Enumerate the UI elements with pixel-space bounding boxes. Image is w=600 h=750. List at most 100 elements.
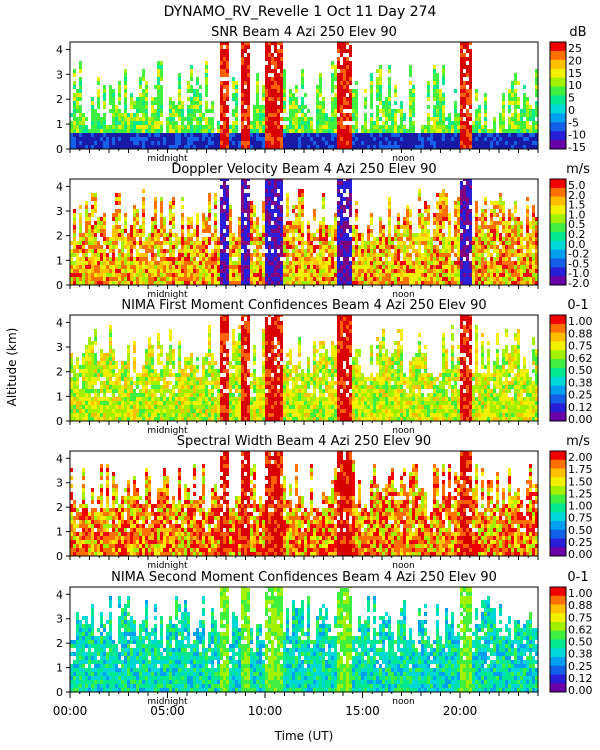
colorbar-label: 1.75	[568, 463, 593, 476]
colorbar-segment	[550, 59, 566, 70]
colorbar-label: -2.0	[568, 277, 589, 290]
x-tick-label: 05:00	[150, 704, 185, 718]
colorbar-segment	[550, 232, 566, 242]
y-tick-label: 1	[56, 390, 63, 403]
y-tick-label: 0	[56, 143, 63, 156]
colorbar-label: 0.50	[568, 636, 593, 649]
colorbar-frame	[549, 178, 567, 286]
colorbar-segment	[550, 630, 566, 640]
colorbar-segment	[550, 486, 566, 496]
panel-2: Doppler Velocity Beam 4 Azi 250 Elev 90 0…	[56, 162, 590, 300]
colorbar-label: -5	[568, 116, 579, 129]
x-axis-label: Time (UT)	[274, 729, 334, 743]
colorbar-label: -1.0	[568, 267, 589, 280]
colorbar-unit: 0-1	[567, 570, 588, 585]
x-tick-label: 10:00	[248, 704, 283, 718]
y-tick-label: 1	[56, 526, 63, 539]
colorbar-segment	[550, 521, 566, 531]
colorbar-label: 0.50	[568, 524, 593, 537]
colorbar-frame	[549, 450, 567, 557]
heatmap	[70, 315, 538, 421]
colorbar-segment	[550, 587, 566, 597]
colorbar-label: 1.25	[568, 487, 593, 500]
colorbar-label: 10	[568, 79, 582, 92]
colorbar-label: 0.12	[568, 672, 593, 685]
colorbar-label: 0.88	[568, 599, 593, 612]
colorbar-label: 5.0	[568, 179, 586, 192]
colorbar-label: 2.00	[568, 451, 593, 464]
colorbar-segment	[550, 459, 566, 469]
colorbar-label: 0.00	[568, 684, 593, 697]
colorbar-segment	[550, 683, 566, 693]
colorbar-segment	[550, 249, 566, 259]
colorbar-label: 0.12	[568, 401, 593, 414]
y-axis-label: Altitude (km)	[5, 328, 19, 407]
colorbar-frame	[549, 314, 567, 422]
colorbar-segment	[550, 95, 566, 105]
colorbar: 2.001.751.501.251.000.750.500.250.00	[549, 450, 593, 561]
panel-title: SNR Beam 4 Azi 250 Elev 90	[211, 25, 397, 40]
colorbar-frame	[549, 586, 567, 693]
colorbar: 1.000.880.750.620.500.380.250.120.00	[549, 314, 593, 426]
colorbar: 1.000.880.750.620.500.380.250.120.00	[549, 586, 593, 697]
colorbar-segment	[550, 258, 566, 268]
colorbar-label: 15	[568, 67, 582, 80]
colorbar-unit: dB	[569, 25, 586, 40]
y-tick-label: 4	[56, 43, 63, 56]
y-tick-label: 4	[56, 588, 63, 601]
colorbar-label: 1.00	[568, 587, 593, 600]
colorbar-label: 1.00	[568, 315, 593, 328]
colorbar-label: 1.0	[568, 208, 586, 221]
panel-3: NIMA First Moment Confidences Beam 4 Azi…	[56, 298, 593, 436]
y-tick-label: 1	[56, 254, 63, 267]
colorbar-segment	[550, 595, 566, 605]
colorbar-label: 20	[568, 54, 582, 67]
colorbar-label: 0	[568, 104, 575, 117]
panel-title: NIMA First Moment Confidences Beam 4 Azi…	[121, 298, 486, 313]
colorbar-segment	[550, 350, 566, 360]
colorbar: 5.02.01.51.00.50.20.0-0.2-0.5-1.0-2.0	[549, 178, 589, 290]
colorbar-label: 0.25	[568, 389, 593, 402]
colorbar-segment	[550, 451, 566, 461]
y-tick-label: 3	[56, 613, 63, 626]
colorbar-unit: 0-1	[567, 298, 588, 313]
colorbar-label: 0.38	[568, 376, 593, 389]
colorbar-segment	[550, 214, 566, 224]
y-tick-label: 3	[56, 477, 63, 490]
colorbar-label: 0.50	[568, 364, 593, 377]
y-tick-label: 2	[56, 637, 63, 650]
y-tick-label: 4	[56, 316, 63, 329]
colorbar-label: 0.00	[568, 413, 593, 426]
colorbar-segment	[550, 494, 566, 504]
midnight-annotation: midnight	[147, 154, 188, 164]
noon-annotation: noon	[392, 290, 414, 300]
colorbar-label: 0.25	[568, 536, 593, 549]
colorbar-segment	[550, 503, 566, 513]
colorbar-segment	[550, 315, 566, 325]
colorbar-label: 1.5	[568, 199, 586, 212]
y-tick-label: 3	[56, 205, 63, 218]
colorbar-segment	[550, 113, 566, 123]
panel-title: Doppler Velocity Beam 4 Azi 250 Elev 90	[171, 162, 436, 177]
colorbar-segment	[550, 385, 566, 395]
colorbar-label: 0.00	[568, 548, 593, 561]
y-tick-label: 3	[56, 68, 63, 81]
y-tick-label: 4	[56, 180, 63, 193]
heatmap	[70, 587, 538, 692]
midnight-annotation: midnight	[147, 290, 188, 300]
colorbar-segment	[550, 412, 566, 422]
y-tick-label: 3	[56, 341, 63, 354]
y-tick-label: 0	[56, 550, 63, 563]
colorbar-label: 0.75	[568, 611, 593, 624]
colorbar-segment	[550, 332, 566, 342]
colorbar-label: 0.5	[568, 218, 586, 231]
panel-5: NIMA Second Moment Confidences Beam 4 Az…	[56, 570, 593, 707]
colorbar-segment	[550, 529, 566, 539]
colorbar-segment	[550, 77, 566, 88]
colorbar-label: 0.62	[568, 352, 593, 365]
colorbar-label: 5	[568, 92, 575, 105]
colorbar-segment	[550, 323, 566, 334]
colorbar-segment	[550, 276, 566, 286]
colorbar-segment	[550, 196, 566, 206]
